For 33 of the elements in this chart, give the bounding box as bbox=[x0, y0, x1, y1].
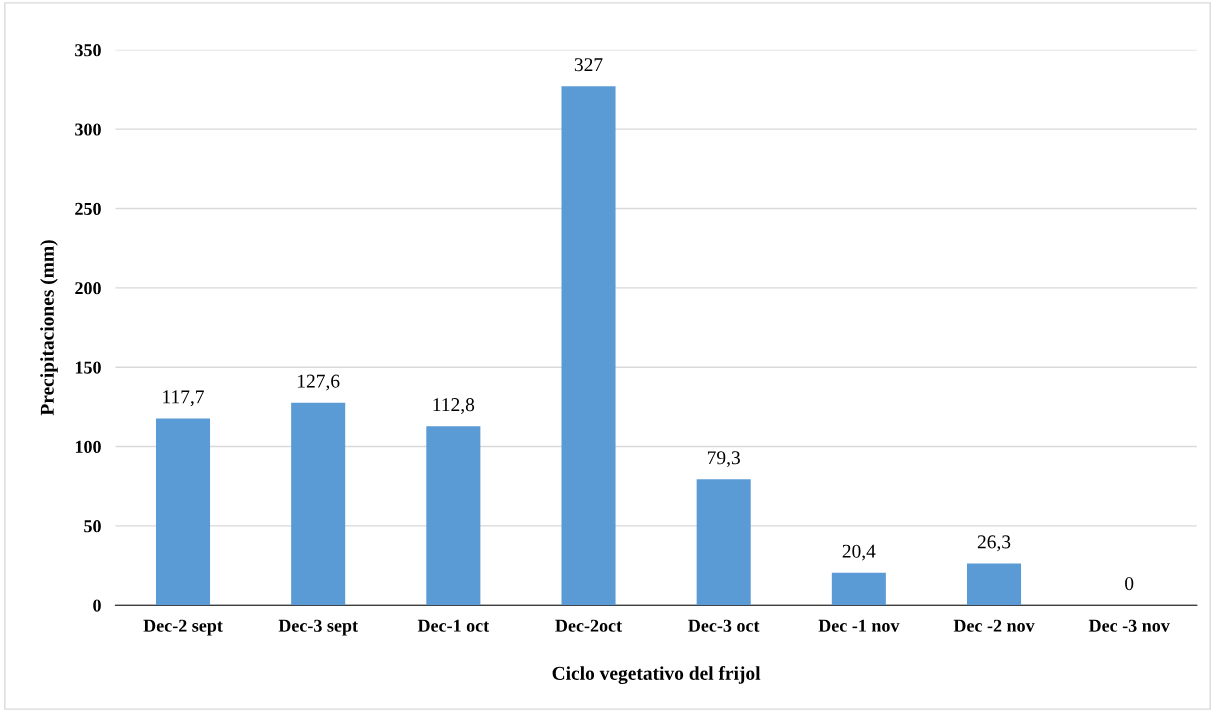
bar bbox=[291, 402, 346, 606]
x-tick-label: Dec-2 sept bbox=[143, 619, 223, 636]
bar bbox=[561, 86, 616, 606]
y-tick-label: 350 bbox=[75, 44, 101, 57]
y-axis-title: Precipitaciones (mm) bbox=[40, 240, 58, 416]
data-label: 127,6 bbox=[298, 374, 340, 391]
data-label: 327 bbox=[574, 58, 603, 72]
data-label: 79,3 bbox=[707, 451, 740, 468]
y-tick-label: 150 bbox=[75, 361, 101, 374]
x-axis-title: Ciclo vegetativo del frijol bbox=[552, 666, 761, 684]
y-tick-label: 250 bbox=[75, 202, 101, 215]
x-tick-label: Dec-3 sept bbox=[278, 619, 358, 636]
data-label: 26,3 bbox=[977, 535, 1011, 552]
bar bbox=[426, 426, 481, 606]
y-tick-label: 200 bbox=[75, 282, 101, 295]
x-tick-label: Dec -3 nov bbox=[1088, 619, 1170, 632]
y-tick-label: 50 bbox=[84, 520, 101, 533]
data-label: 112,8 bbox=[433, 398, 475, 414]
y-tick-label: 0 bbox=[93, 599, 101, 612]
bar bbox=[831, 572, 886, 606]
data-label: 117,7 bbox=[163, 390, 204, 407]
bar bbox=[966, 563, 1022, 606]
data-label: 20,4 bbox=[842, 544, 876, 561]
x-tick-label: Dec-3 oct bbox=[688, 619, 760, 632]
y-tick-label: 100 bbox=[75, 440, 101, 453]
data-label: 0 bbox=[1125, 577, 1134, 591]
bar bbox=[155, 418, 211, 606]
x-tick-label: Dec -2 nov bbox=[953, 619, 1035, 632]
x-tick-label: Dec -1 nov bbox=[818, 619, 900, 632]
y-tick-label: 300 bbox=[75, 123, 101, 136]
bar bbox=[696, 479, 751, 606]
x-tick-label: Dec-1 oct bbox=[417, 619, 490, 632]
x-tick-label: Dec-2oct bbox=[555, 619, 623, 632]
